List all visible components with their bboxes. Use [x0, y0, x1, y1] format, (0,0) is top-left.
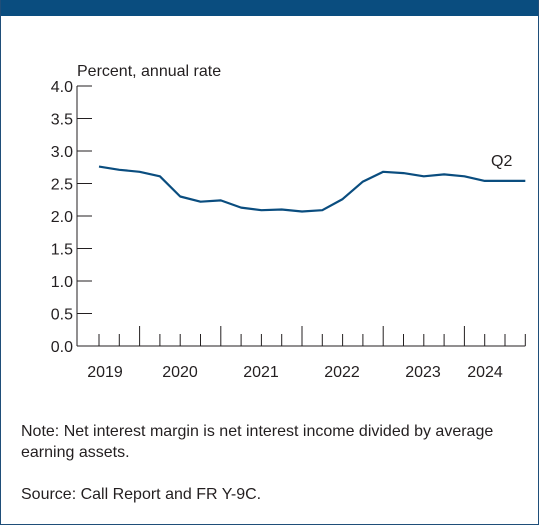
y-axis: 0.0 0.5 1.0 1.5 2.0 2.5 3.0 3.5 4.0 — [51, 79, 92, 356]
chart-source: Source: Call Report and FR Y-9C. — [21, 484, 261, 505]
y-tick-label: 1.0 — [51, 274, 73, 291]
series-line — [99, 167, 525, 212]
y-tick-label: 0.0 — [51, 339, 73, 356]
y-tick-label: 4.0 — [51, 79, 73, 96]
y-tick-label: 3.5 — [51, 112, 73, 129]
y-axis-unit-label: Percent, annual rate — [77, 63, 221, 80]
x-tick-label: 2022 — [324, 364, 360, 381]
x-tick-label: 2019 — [87, 364, 123, 381]
x-tick-label: 2024 — [467, 364, 503, 381]
y-tick-label: 2.0 — [51, 209, 73, 226]
x-tick-label: 2023 — [405, 364, 441, 381]
x-tick-label: 2020 — [162, 364, 198, 381]
line-chart: Percent, annual rate 0.0 0.5 1.0 1.5 2.0 2.5 3… — [1, 0, 539, 410]
series-layer: Q2 — [99, 153, 526, 212]
y-tick-label: 0.5 — [51, 307, 73, 324]
x-tick-label: 2021 — [243, 364, 279, 381]
chart-note: Note: Net interest margin is net interes… — [21, 421, 511, 463]
y-tick-label: 3.0 — [51, 144, 73, 161]
y-tick-label: 2.5 — [51, 177, 73, 194]
end-point-label: Q2 — [491, 153, 512, 170]
y-tick-label: 1.5 — [51, 242, 73, 259]
x-axis: 2019 2020 2021 2022 2023 2024 — [77, 326, 525, 381]
